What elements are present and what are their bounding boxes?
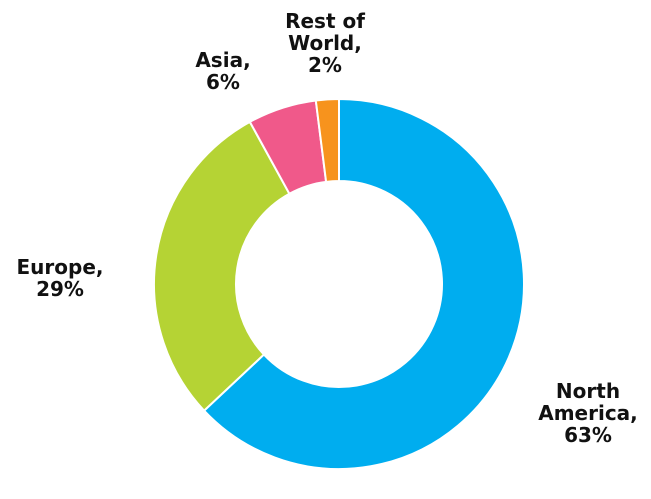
donut-slices xyxy=(153,97,525,470)
slice-label-line: America, xyxy=(538,401,638,425)
slice-label-line: 2% xyxy=(308,53,342,77)
slice-label-asia: Asia, 6% xyxy=(195,48,250,94)
slice-label-europe: Europe, 29% xyxy=(17,255,104,301)
slice-label-line: Rest of xyxy=(285,9,365,33)
slice-labels: North America, 63% Europe, 29% Asia, 6% Rest of… xyxy=(17,9,638,447)
slice-label-line: World, xyxy=(288,31,362,55)
slice-rest-of-world xyxy=(314,97,340,183)
slice-europe xyxy=(153,120,291,413)
slice-label-line: 6% xyxy=(206,70,240,94)
slice-label-line: 63% xyxy=(564,423,612,447)
slice-label-line: Europe, xyxy=(17,255,104,279)
slice-label-line: North xyxy=(556,379,620,403)
slice-label-north-america: North America, 63% xyxy=(538,379,638,447)
slice-label-line: Asia, xyxy=(195,48,250,72)
slice-label-line: 29% xyxy=(36,277,84,301)
slice-label-rest-of-world: Rest of World, 2% xyxy=(285,9,365,77)
slice-north-america xyxy=(202,97,525,470)
